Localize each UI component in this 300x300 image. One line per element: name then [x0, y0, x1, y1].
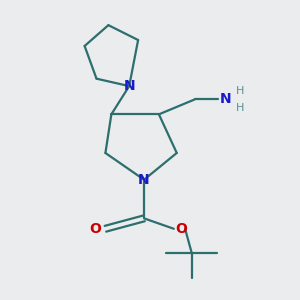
Text: O: O [175, 222, 187, 236]
Text: O: O [89, 222, 101, 236]
Text: N: N [220, 92, 232, 106]
Text: N: N [138, 173, 150, 187]
Text: H: H [236, 103, 244, 113]
Text: N: N [123, 79, 135, 93]
Text: H: H [236, 86, 244, 96]
